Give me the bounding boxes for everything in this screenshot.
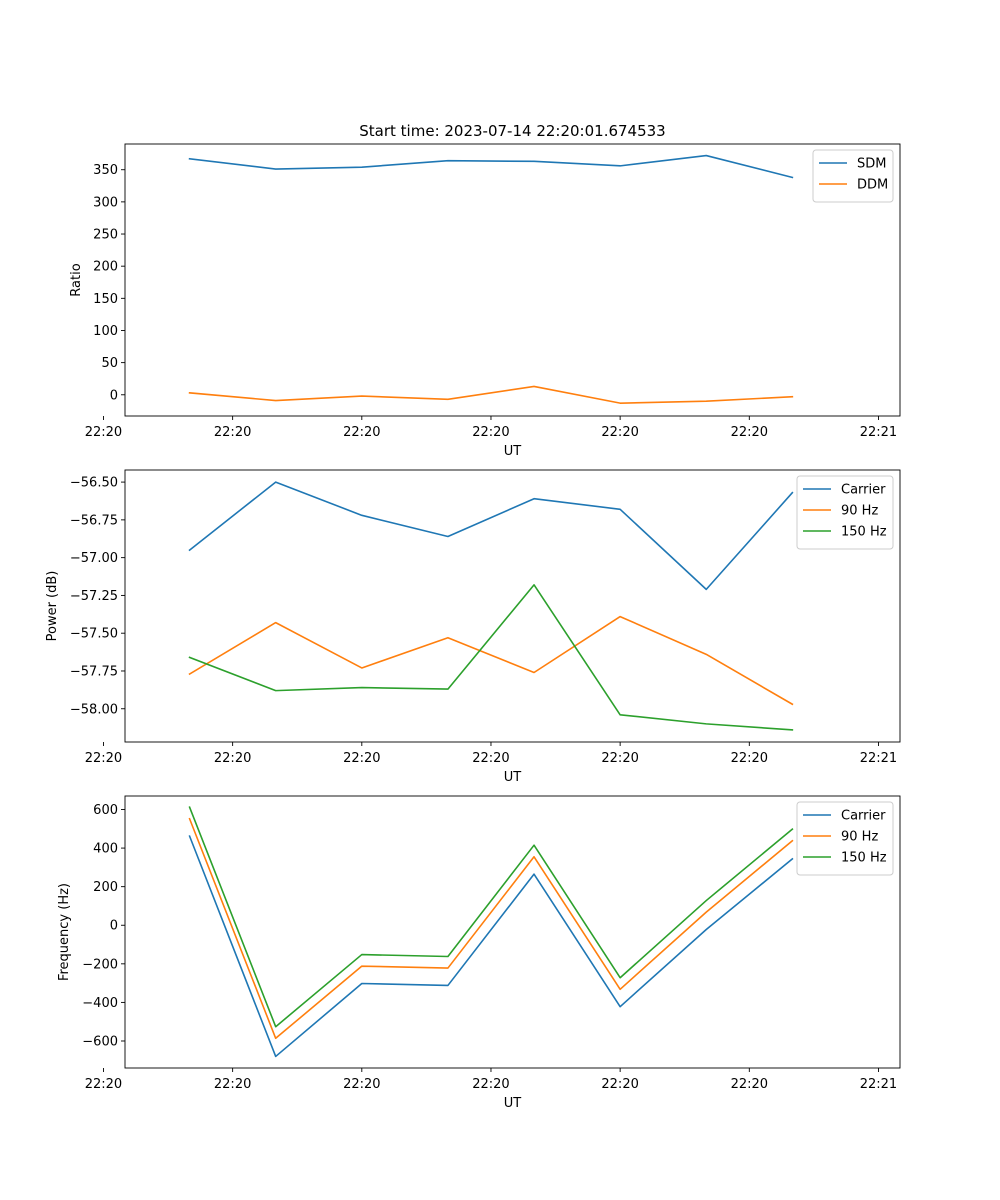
panel-2: 22:20 22:20 22:20 22:20 22:20 22:20 22:21 −58.0… [45,469,901,785]
y-tick-label: 50 [101,356,118,371]
x-tick-label: 22:20 [343,1077,380,1092]
series-line-carrier [188,481,794,591]
y-tick-label: −57.50 [70,627,118,642]
x-tick-label: 22:20 [85,1077,122,1092]
x-tick-label: 22:20 [214,425,251,440]
legend-label: SDM [857,157,886,172]
y-tick-label: −600 [82,1034,118,1049]
y-tick-label: −56.75 [70,513,118,528]
y-axis-label: Frequency (Hz) [57,883,72,981]
y-tick-label: −58.00 [70,702,118,717]
panel-1: 22:20 22:20 22:20 22:20 22:20 22:20 22:21 0 50 10… [69,143,901,459]
legend: Carrier 90 Hz 150 Hz [796,801,894,876]
legend-label: 90 Hz [841,830,878,845]
y-tick-label: 350 [93,163,118,178]
y-tick-label: 600 [93,803,118,818]
x-tick-label: 22:21 [860,751,897,766]
series-line-carrier [188,835,794,1058]
y-tick-label: −200 [82,957,118,972]
y-tick-label: 200 [93,880,118,895]
x-tick-label: 22:20 [214,1077,251,1092]
axes-frame [124,469,901,743]
x-tick-label: 22:21 [860,1077,897,1092]
y-tick-label: 250 [93,228,118,243]
axes-frame [124,795,901,1069]
y-tick-label: −56.50 [70,476,118,491]
y-tick-label: 200 [93,260,118,275]
x-tick-label: 22:20 [85,751,122,766]
y-tick-label: 0 [110,919,118,934]
y-axis-label: Ratio [69,263,84,296]
series-line-90-hz [188,817,794,1040]
x-tick-label: 22:20 [343,751,380,766]
panel-3: 22:20 22:20 22:20 22:20 22:20 22:20 22:21 −600 −… [57,795,901,1111]
x-tick-label: 22:20 [85,425,122,440]
x-tick-label: 22:20 [214,751,251,766]
legend-label: Carrier [841,809,886,824]
x-tick-label: 22:20 [731,751,768,766]
y-tick-label: 150 [93,292,118,307]
y-tick-label: 0 [110,388,118,403]
y-axis-label: Power (dB) [45,571,60,642]
panels: 22:20 22:20 22:20 22:20 22:20 22:20 22:21 0 50 10… [45,143,901,1111]
series-line-ddm [188,385,794,404]
chart-title: Start time: 2023-07-14 22:20:01.674533 [359,122,665,140]
x-tick-label: 22:20 [472,1077,509,1092]
y-tick-label: 100 [93,324,118,339]
legend-label: DDM [857,178,888,193]
legend: SDM DDM [812,149,894,203]
y-tick-label: −57.25 [70,589,118,604]
x-tick-label: 22:20 [731,1077,768,1092]
x-tick-label: 22:20 [472,751,509,766]
legend: Carrier 90 Hz 150 Hz [796,475,894,550]
x-tick-label: 22:20 [601,1077,638,1092]
axes-frame [124,143,901,417]
series-line-90-hz [188,615,794,706]
legend-label: 150 Hz [841,525,887,540]
x-axis-label: UT [504,770,522,785]
y-tick-label: −57.75 [70,664,118,679]
y-tick-label: 400 [93,842,118,857]
x-tick-label: 22:20 [601,751,638,766]
x-tick-label: 22:20 [343,425,380,440]
x-axis-label: UT [504,444,522,459]
x-tick-label: 22:21 [860,425,897,440]
series-line-150-hz [188,584,794,731]
x-tick-label: 22:20 [601,425,638,440]
y-tick-label: −57.00 [70,551,118,566]
y-tick-label: 300 [93,195,118,210]
legend-label: Carrier [841,483,886,498]
x-tick-label: 22:20 [472,425,509,440]
x-axis-label: UT [504,1096,522,1111]
series-line-sdm [188,154,794,179]
y-tick-label: −400 [82,996,118,1011]
x-tick-label: 22:20 [731,425,768,440]
series-line-150-hz [188,806,794,1028]
legend-label: 90 Hz [841,504,878,519]
legend-label: 150 Hz [841,851,887,866]
